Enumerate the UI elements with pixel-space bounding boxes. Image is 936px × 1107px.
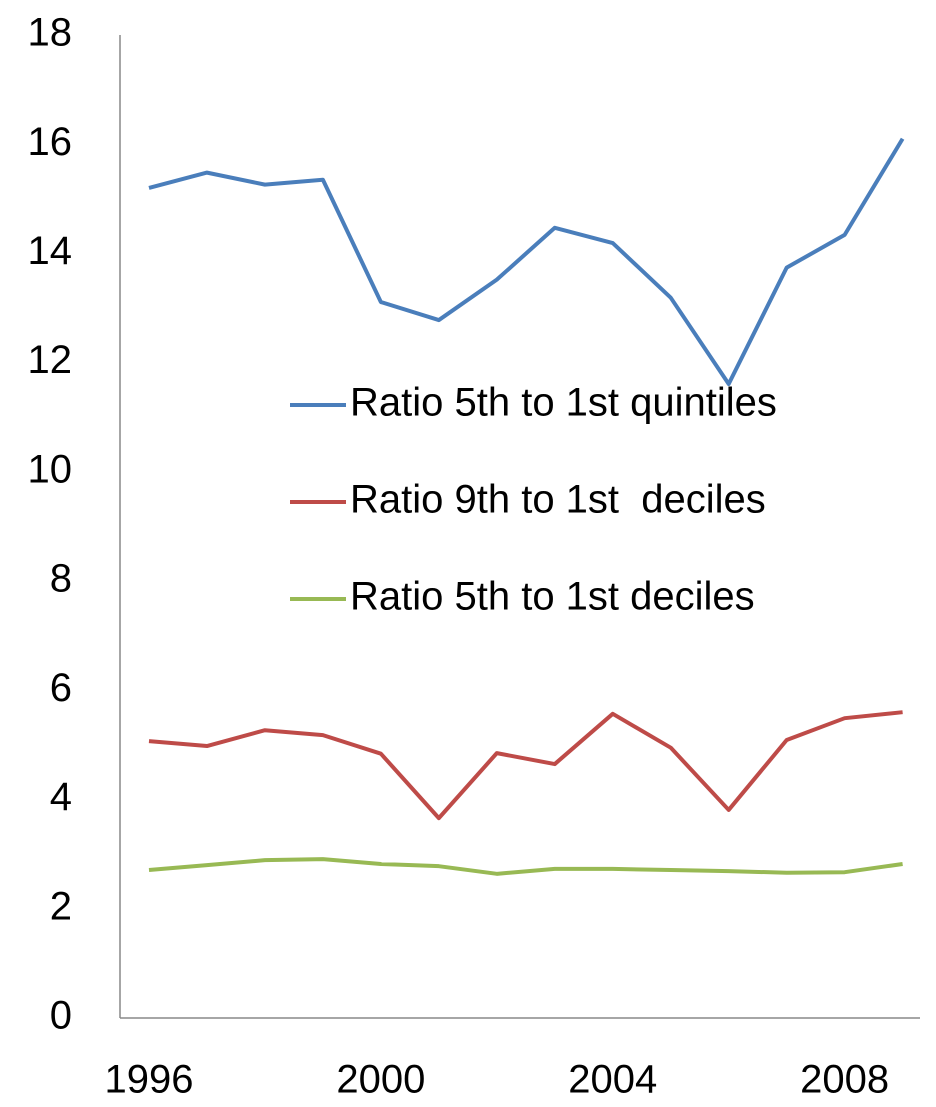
legend-label: Ratio 5th to 1st quintiles [350,381,777,425]
y-tick-label: 16 [28,120,73,164]
x-tick-label: 1996 [104,1058,193,1102]
y-tick-label: 0 [50,994,72,1038]
x-tick-label: 2000 [336,1058,425,1102]
y-tick-label: 18 [28,11,73,55]
y-tick-label: 6 [50,666,72,710]
series-line [148,710,903,821]
y-tick-label: 4 [50,775,72,819]
y-tick-label: 10 [28,447,73,491]
x-tick-label: 2008 [800,1058,889,1102]
y-tick-label: 8 [50,557,72,601]
series-line [148,857,903,876]
series-line [148,137,905,386]
legend-label: Ratio 9th to 1st deciles [350,478,766,522]
legend-label: Ratio 5th to 1st deciles [350,575,755,619]
x-tick-label: 2004 [568,1058,657,1102]
y-tick-label: 14 [28,229,73,273]
y-tick-label: 2 [50,884,72,928]
y-tick-label: 12 [28,338,73,382]
